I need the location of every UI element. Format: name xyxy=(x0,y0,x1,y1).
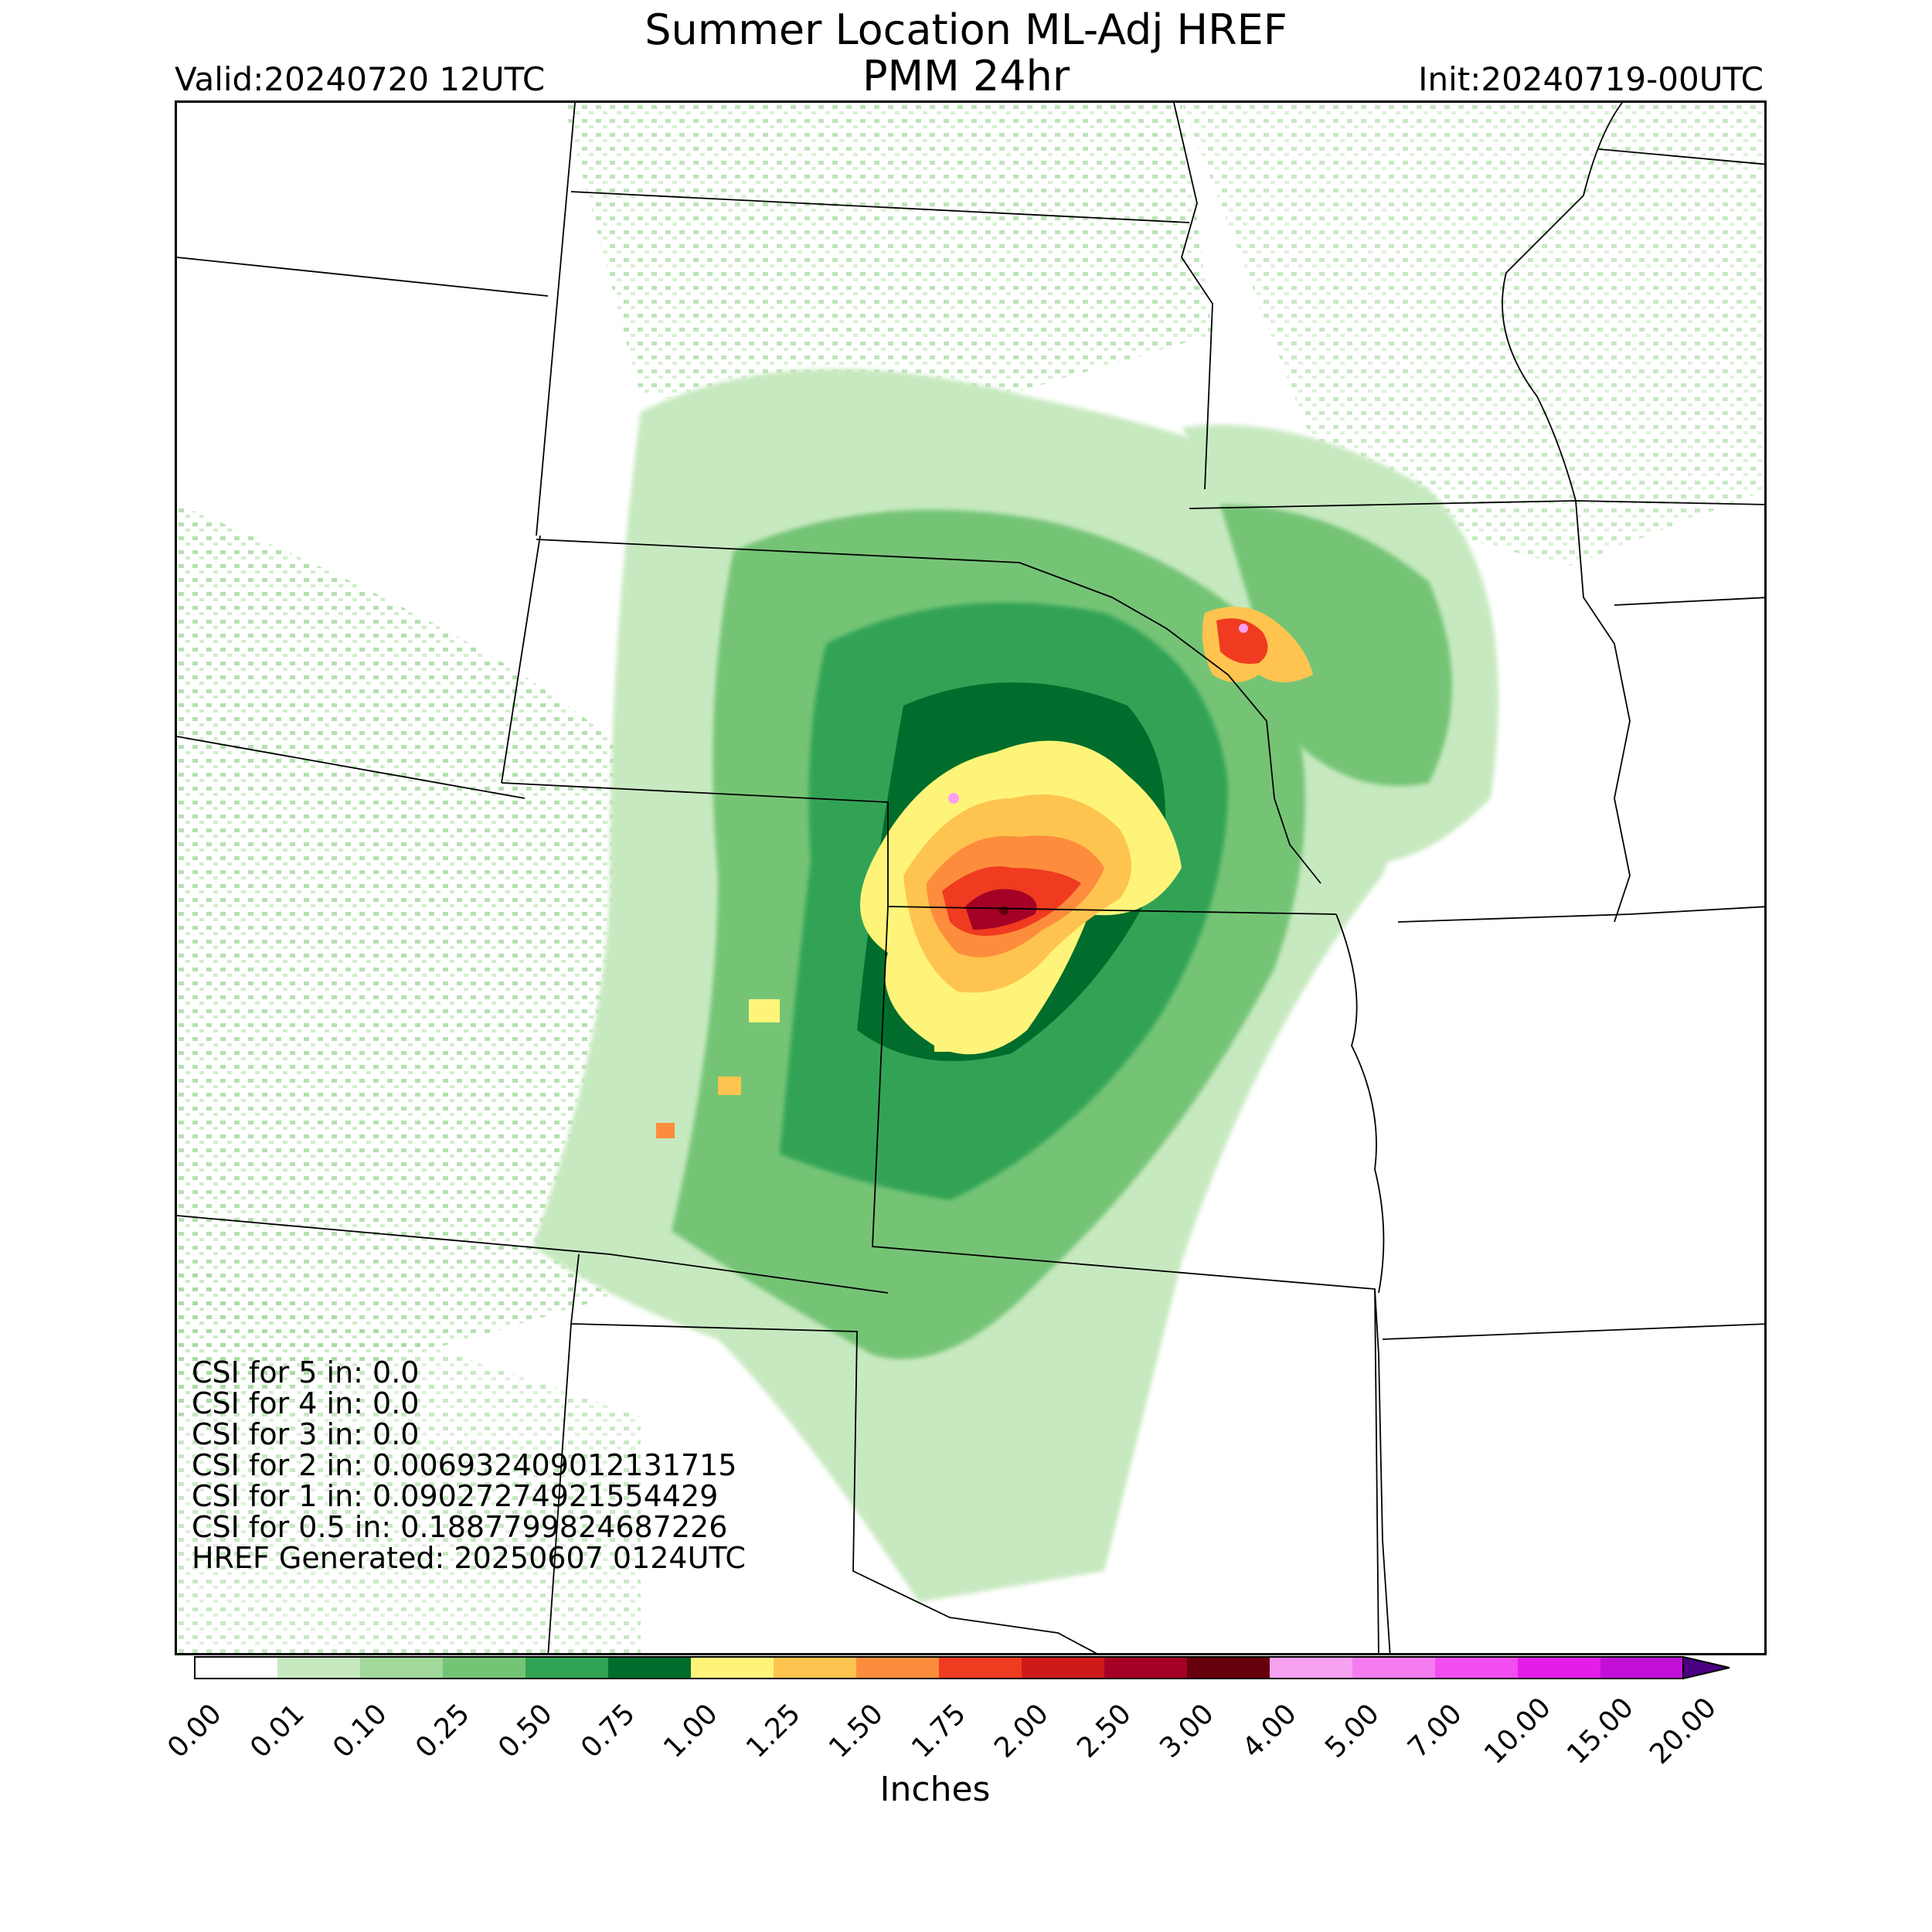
csi-stats-block: CSI for 5 in: 0.0 CSI for 4 in: 0.0 CSI … xyxy=(192,1357,746,1573)
colorbar-segment xyxy=(1352,1657,1435,1679)
colorbar-tick-label: 2.00 xyxy=(988,1698,1055,1764)
colorbar-outline xyxy=(194,1656,1684,1679)
colorbar-tick-label: 0.01 xyxy=(244,1698,311,1764)
csi-3in: CSI for 3 in: 0.0 xyxy=(192,1417,420,1451)
chart-title-line2: PMM 24hr xyxy=(862,52,1070,100)
colorbar-tick-label: 7.00 xyxy=(1402,1698,1468,1764)
colorbar-units-label: Inches xyxy=(879,1770,991,1809)
colorbar-segment xyxy=(1600,1657,1683,1679)
colorbar-segment xyxy=(526,1657,608,1679)
colorbar-segment xyxy=(608,1657,691,1679)
colorbar-tick-label: 2.50 xyxy=(1071,1698,1138,1764)
colorbar-tick-label: 5.00 xyxy=(1319,1698,1386,1764)
colorbar-tick-label: 15.00 xyxy=(1561,1692,1640,1770)
colorbar-segment xyxy=(360,1657,443,1679)
colorbar-extend-arrow xyxy=(1682,1655,1730,1680)
precipitation-map xyxy=(175,100,1767,1655)
colorbar-segment xyxy=(1270,1657,1352,1679)
colorbar-segment xyxy=(1022,1657,1104,1679)
valid-time-label: Valid:20240720 12UTC xyxy=(175,60,546,98)
colorbar-segment xyxy=(856,1657,939,1679)
colorbar-segment xyxy=(443,1657,526,1679)
colorbar-segment xyxy=(1187,1657,1270,1679)
colorbar-tick-label: 1.00 xyxy=(658,1698,724,1764)
colorbar-segment xyxy=(1104,1657,1187,1679)
map-canvas xyxy=(177,103,1764,1653)
colorbar-segment xyxy=(277,1657,360,1679)
chart-title-line1: Summer Location ML-Adj HREF xyxy=(645,5,1287,54)
csi-1in: CSI for 1 in: 0.09027274921554429 xyxy=(192,1479,719,1513)
csi-0-5in: CSI for 0.5 in: 0.1887799824687226 xyxy=(192,1510,728,1544)
colorbar-segment xyxy=(1518,1657,1600,1679)
colorbar-tick-label: 0.50 xyxy=(492,1698,559,1764)
colorbar-tick-label: 1.50 xyxy=(823,1698,889,1764)
colorbar-tick-label: 10.00 xyxy=(1478,1692,1557,1770)
csi-5in: CSI for 5 in: 0.0 xyxy=(192,1355,420,1389)
colorbar-tick-label: 1.25 xyxy=(740,1698,807,1764)
colorbar-tick-label: 0.75 xyxy=(575,1698,641,1764)
colorbar-tick-label: 4.00 xyxy=(1236,1698,1303,1764)
csi-2in: CSI for 2 in: 0.006932409012131715 xyxy=(192,1448,737,1482)
precipitation-field xyxy=(177,103,1764,1653)
href-generated: HREF Generated: 20250607 0124UTC xyxy=(192,1541,746,1575)
colorbar-segment xyxy=(691,1657,774,1679)
colorbar-segment xyxy=(195,1657,277,1679)
colorbar-tick-label: 0.25 xyxy=(410,1698,476,1764)
colorbar-tick-label: 1.75 xyxy=(906,1698,972,1764)
colorbar-tick-label: 20.00 xyxy=(1644,1692,1723,1770)
csi-4in: CSI for 4 in: 0.0 xyxy=(192,1386,420,1420)
colorbar xyxy=(194,1655,1730,1680)
colorbar-tick-label: 0.10 xyxy=(327,1698,393,1764)
colorbar-tick-label: 3.00 xyxy=(1154,1698,1220,1764)
colorbar-segment xyxy=(774,1657,856,1679)
state-borders xyxy=(177,103,1764,1653)
colorbar-tick-label: 0.00 xyxy=(162,1698,228,1764)
colorbar-segment xyxy=(939,1657,1022,1679)
colorbar-segment xyxy=(1435,1657,1518,1679)
init-time-label: Init:20240719-00UTC xyxy=(1418,60,1764,98)
